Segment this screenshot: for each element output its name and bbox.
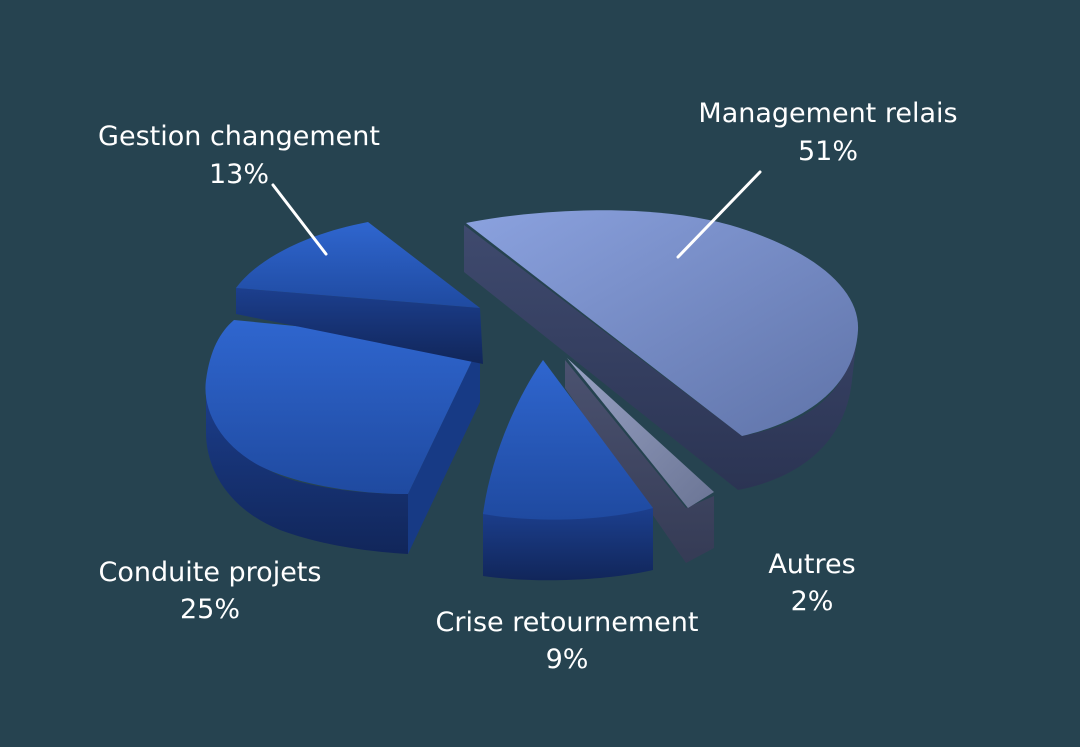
label-gestion-changement-percent: 13% [209,159,269,190]
slice-autres [565,358,714,563]
slice-autres-side [565,360,714,563]
slice-gestion-changement-top [236,222,480,308]
slice-conduite-projets-side-2 [408,344,480,554]
slice-management-relais [464,210,859,490]
label-autres-name: Autres [768,549,855,580]
slice-autres-top [567,358,714,508]
label-conduite-projets-name: Conduite projets [99,557,322,588]
slice-gestion-changement-side [236,288,483,364]
label-autres-percent: 2% [791,586,834,617]
leader-line-gestion-changement [271,183,328,256]
slice-crise-retournement-side [483,508,653,581]
label-gestion-changement-name: Gestion changement [98,121,380,152]
slice-conduite-projets [205,320,481,554]
label-management-relais-percent: 51% [798,136,858,167]
slice-gestion-changement [236,222,483,364]
leader-line-management-relais [676,170,762,259]
slice-crise-retournement-top [483,360,653,520]
slice-conduite-projets-top [205,320,481,494]
label-crise-retournement-name: Crise retournement [435,607,698,638]
slice-conduite-projets-side [205,380,408,554]
label-crise-retournement-percent: 9% [546,644,589,675]
slice-management-relais-top [466,210,859,436]
label-management-relais-name: Management relais [698,98,957,129]
slice-crise-retournement [483,360,653,581]
label-conduite-projets-percent: 25% [180,594,240,625]
